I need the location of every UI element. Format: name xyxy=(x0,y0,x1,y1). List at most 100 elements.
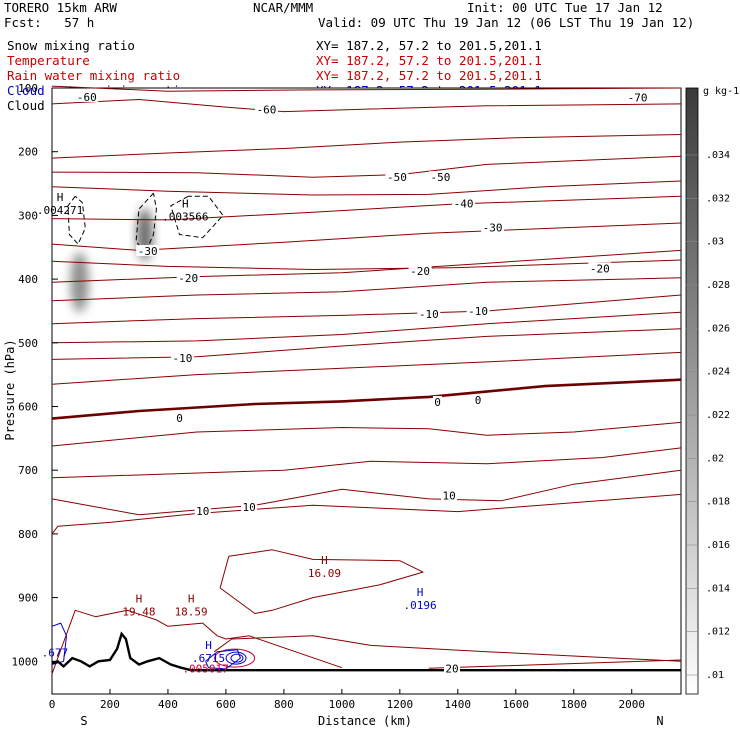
x-tick-label: 1600 xyxy=(503,698,530,711)
legend-xy-range: XY= 187.2, 57.2 to 201.5,201.1 xyxy=(316,53,542,68)
isotherm-line xyxy=(51,99,682,113)
isotherm-line xyxy=(51,259,682,270)
cloud-water-contour xyxy=(225,651,247,665)
x-end-label-south: S xyxy=(80,714,87,728)
isotherm-line xyxy=(51,294,682,325)
colorbar-tick-label: .026 xyxy=(706,323,730,334)
contour-label: -40 xyxy=(454,197,474,210)
colorbar-tick-label: .034 xyxy=(706,150,730,161)
isotherm-line xyxy=(51,195,682,221)
colorbar-tick-label: .028 xyxy=(706,280,730,291)
colorbar-tick-label: .024 xyxy=(706,367,730,378)
legend-field-name: Snow mixing ratio xyxy=(7,38,135,53)
label-bg xyxy=(417,308,441,320)
isotherm-line xyxy=(51,134,682,159)
cloud-water-contour xyxy=(230,653,244,663)
y-axis-title: Pressure (hPa) xyxy=(3,339,17,440)
y-tick-label: 900 xyxy=(18,592,38,605)
extremum-value: .677 xyxy=(42,647,69,660)
y-tick-label: 200 xyxy=(18,146,38,159)
isotherm-line xyxy=(51,469,682,516)
isotherm-line xyxy=(51,155,682,178)
label-bg xyxy=(170,352,194,364)
isotherm-line xyxy=(51,222,682,251)
label-bg xyxy=(385,171,409,183)
terrain-line xyxy=(51,631,681,672)
x-tick-label: 800 xyxy=(274,698,294,711)
isotherm-line xyxy=(51,85,682,92)
rain-contour xyxy=(428,659,682,669)
colorbar-tick-label: .03 xyxy=(706,237,724,248)
legend-xy-range: XY= 187.2, 57.2 to 201.5,201.1 xyxy=(316,38,542,53)
contour-label: -60 xyxy=(77,91,97,104)
isotherm-line xyxy=(51,249,682,283)
y-tick-label: 100 xyxy=(18,82,38,95)
cloud-water-contour xyxy=(205,649,241,670)
label-bg xyxy=(176,271,200,283)
colorbar-tick-label: .02 xyxy=(706,453,724,464)
label-bg xyxy=(194,504,211,516)
colorbar-unit: g kg-1 xyxy=(703,86,739,97)
y-tick-label: 1000 xyxy=(12,655,39,668)
colorbar-tick-label: .012 xyxy=(706,627,730,638)
contour-label: -30 xyxy=(138,245,158,258)
label-bg xyxy=(452,197,476,209)
extremum-value: .004271 xyxy=(37,204,83,217)
model-title: TORERO 15km ARW xyxy=(4,0,117,15)
isotherm-line xyxy=(51,351,682,385)
extremum-value: .005017 xyxy=(182,663,228,676)
contour-label: 0 xyxy=(434,396,441,409)
contour-label: 0 xyxy=(176,412,183,425)
legend-xy-range: XY= 187.2, 57.2 to 201.5,201.1 xyxy=(316,68,542,83)
valid-time: Valid: 09 UTC Thu 19 Jan 12 (06 LST Thu … xyxy=(318,15,695,30)
contour-label: -20 xyxy=(590,262,610,275)
label-bg xyxy=(481,221,505,233)
x-axis-title: Distance (km) xyxy=(318,714,412,728)
contour-label: 10 xyxy=(242,501,255,514)
rain-contour xyxy=(219,549,424,614)
isotherm-line xyxy=(51,180,682,196)
contour-label: -10 xyxy=(173,352,193,365)
label-bg xyxy=(466,304,490,316)
x-end-label-north: N xyxy=(656,714,663,728)
forecast-hour: Fcst: 57 h xyxy=(4,15,95,30)
label-bg xyxy=(428,171,452,183)
isotherm-line xyxy=(51,311,682,344)
isotherm-zero-line xyxy=(51,378,682,420)
snow-shading xyxy=(70,252,89,313)
extremum-value: .003566 xyxy=(162,210,208,223)
extremum-marker: H xyxy=(182,197,189,210)
extremum-value: .6715 xyxy=(192,652,225,665)
contour-label: -60 xyxy=(257,104,277,117)
y-tick-label: 700 xyxy=(18,464,38,477)
legend-field-name: Temperature xyxy=(7,53,90,68)
colorbar-tick-label: .016 xyxy=(706,540,730,551)
x-tick-label: 200 xyxy=(100,698,120,711)
label-bg xyxy=(588,262,612,274)
colorbar xyxy=(685,87,699,695)
extremum-marker: H xyxy=(57,191,64,204)
y-tick-label: 400 xyxy=(18,273,38,286)
label-bg xyxy=(626,91,650,103)
label-bg xyxy=(441,489,458,501)
y-tick-label: 600 xyxy=(18,401,38,414)
label-bg xyxy=(473,394,483,406)
colorbar-tick-label: .01 xyxy=(706,670,724,681)
colorbar-tick-label: .018 xyxy=(706,497,730,508)
plot-frame xyxy=(51,87,682,695)
y-tick-label: 300 xyxy=(18,209,38,222)
colorbar-tick-label: .032 xyxy=(706,193,730,204)
rain-contour xyxy=(214,635,682,662)
isotherm-line xyxy=(51,421,682,447)
contour-label: -70 xyxy=(628,92,648,105)
x-tick-label: 1800 xyxy=(561,698,588,711)
rain-contour xyxy=(214,648,256,668)
label-bg xyxy=(241,501,258,513)
label-bg xyxy=(75,90,99,102)
extremum-value: 19.48 xyxy=(122,605,155,618)
x-tick-label: 600 xyxy=(216,698,236,711)
org-title: NCAR/MMM xyxy=(253,0,314,15)
contour-label: -20 xyxy=(410,265,430,278)
isotherm-line xyxy=(51,277,682,302)
isotherm-line xyxy=(51,447,682,479)
